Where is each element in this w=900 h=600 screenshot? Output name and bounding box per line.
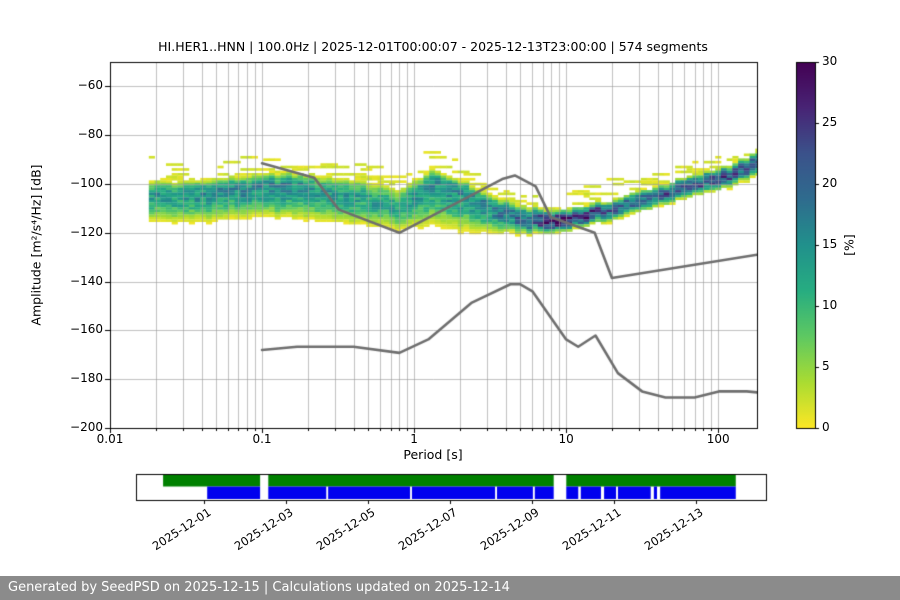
y-tick-label: −100 — [70, 176, 103, 190]
y-tick-label: −140 — [70, 273, 103, 288]
y-tick-label: −200 — [70, 420, 103, 434]
y-tick-label: −120 — [70, 224, 103, 239]
colorbar-tick-label: 25 — [822, 115, 838, 129]
y-tick-label: −180 — [70, 371, 103, 386]
colorbar-tick-label: 20 — [822, 176, 838, 190]
y-axis-label: Amplitude [m²/s⁴/Hz] [dB] — [28, 164, 44, 326]
y-tick-label: −160 — [70, 322, 103, 337]
x-tick-label: 0.1 — [252, 432, 272, 446]
x-tick-label: 1 — [410, 432, 418, 446]
x-tick-label: 0.01 — [96, 432, 124, 446]
x-axis-label: Period [s] — [403, 447, 463, 462]
x-tick-label: 100 — [706, 432, 730, 446]
footer-bar: Generated by SeedPSD on 2025-12-15 | Cal… — [0, 576, 900, 600]
colorbar-tick-label: 30 — [822, 54, 838, 68]
ppsd-plot-canvas — [0, 0, 900, 576]
colorbar-tick-label: 15 — [822, 237, 838, 251]
footer-text: Generated by SeedPSD on 2025-12-15 | Cal… — [8, 580, 510, 595]
colorbar-tick-label: 0 — [822, 420, 830, 434]
x-tick-label: 10 — [558, 432, 574, 446]
plot-title: HI.HER1..HNN | 100.0Hz | 2025-12-01T00:0… — [158, 39, 708, 54]
y-tick-label: −60 — [77, 78, 103, 93]
colorbar-tick-label: 10 — [822, 298, 838, 312]
y-tick-label: −80 — [77, 127, 103, 142]
colorbar-tick-label: 5 — [822, 359, 830, 373]
colorbar-label: [%] — [841, 234, 857, 256]
